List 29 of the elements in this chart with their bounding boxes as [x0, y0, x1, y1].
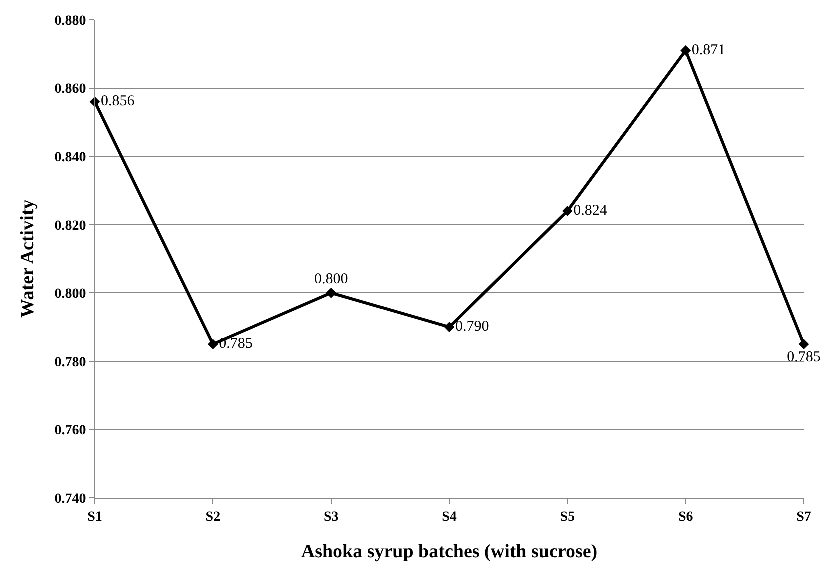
x-tick-label: S7 [796, 510, 812, 525]
x-tick-label: S2 [206, 510, 221, 525]
y-axis-title: Water Activity [18, 199, 39, 318]
data-label: 0.856 [101, 94, 136, 110]
x-tick-label: S6 [678, 510, 694, 525]
data-label: 0.785 [787, 350, 821, 366]
point [208, 339, 218, 350]
x-tick-label: S3 [324, 510, 339, 525]
point [562, 206, 573, 216]
x-tick-label: S5 [560, 510, 576, 525]
y-tick-label: 0.860 [54, 82, 86, 98]
x-tick-label: S4 [442, 510, 457, 525]
y-tick-label: 0.740 [54, 492, 86, 507]
y-tick-label: 0.760 [54, 424, 86, 439]
point [326, 288, 337, 298]
y-tick-label: 0.780 [54, 355, 86, 370]
data-label: 0.790 [456, 319, 490, 336]
y-tick-label: 0.840 [54, 150, 86, 166]
point [680, 46, 692, 56]
data-label: 0.824 [574, 202, 608, 219]
point [444, 322, 455, 332]
point [798, 339, 810, 350]
x-axis-title: Ashoka syrup batches (with sucrose) [301, 542, 598, 563]
y-tick-label: 0.820 [54, 218, 86, 234]
data-label: 0.871 [692, 42, 726, 58]
y-tick-label: 0.880 [54, 14, 86, 29]
data-label: 0.800 [314, 271, 348, 288]
x-tick-label: S1 [88, 510, 102, 525]
y-tick-label: 0.800 [54, 287, 86, 302]
